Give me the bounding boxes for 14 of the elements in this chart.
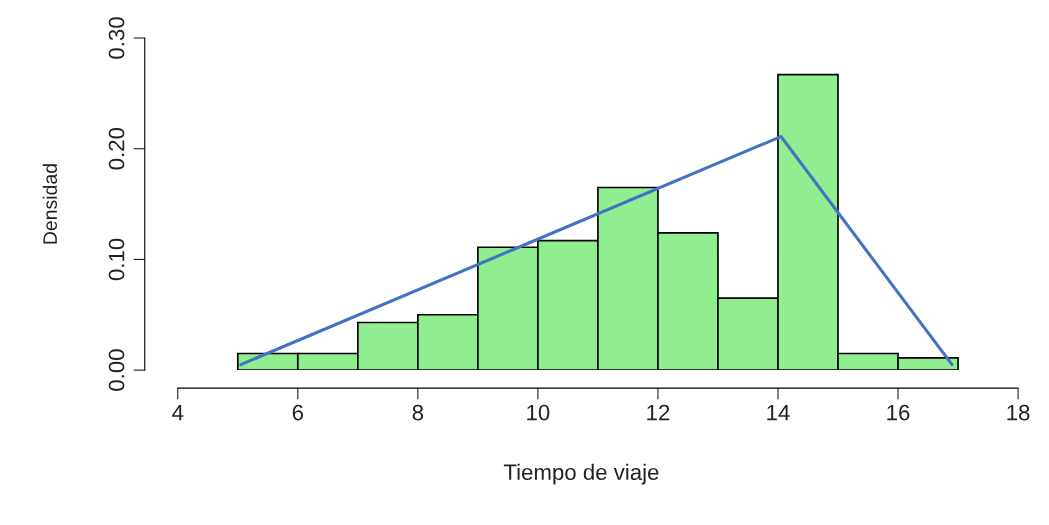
x-tick-label: 8	[412, 404, 424, 421]
x-tick-label: 6	[292, 404, 304, 421]
y-axis-title: Densidad	[42, 164, 58, 244]
y-tick-label: 0.10	[108, 238, 125, 281]
x-tick-label: 18	[1007, 404, 1030, 421]
y-tick-label: 0.30	[108, 17, 125, 59]
x-tick-label: 16	[887, 404, 910, 421]
y-tick-label: 0.20	[108, 127, 125, 170]
x-tick-label: 10	[527, 404, 550, 421]
y-tick-label: 0.00	[108, 349, 125, 391]
x-tick-label: 4	[172, 404, 184, 421]
x-tick-label: 12	[647, 404, 670, 421]
x-tick-label: 14	[767, 404, 790, 421]
x-axis-title: Tiempo de viaje	[503, 463, 659, 485]
